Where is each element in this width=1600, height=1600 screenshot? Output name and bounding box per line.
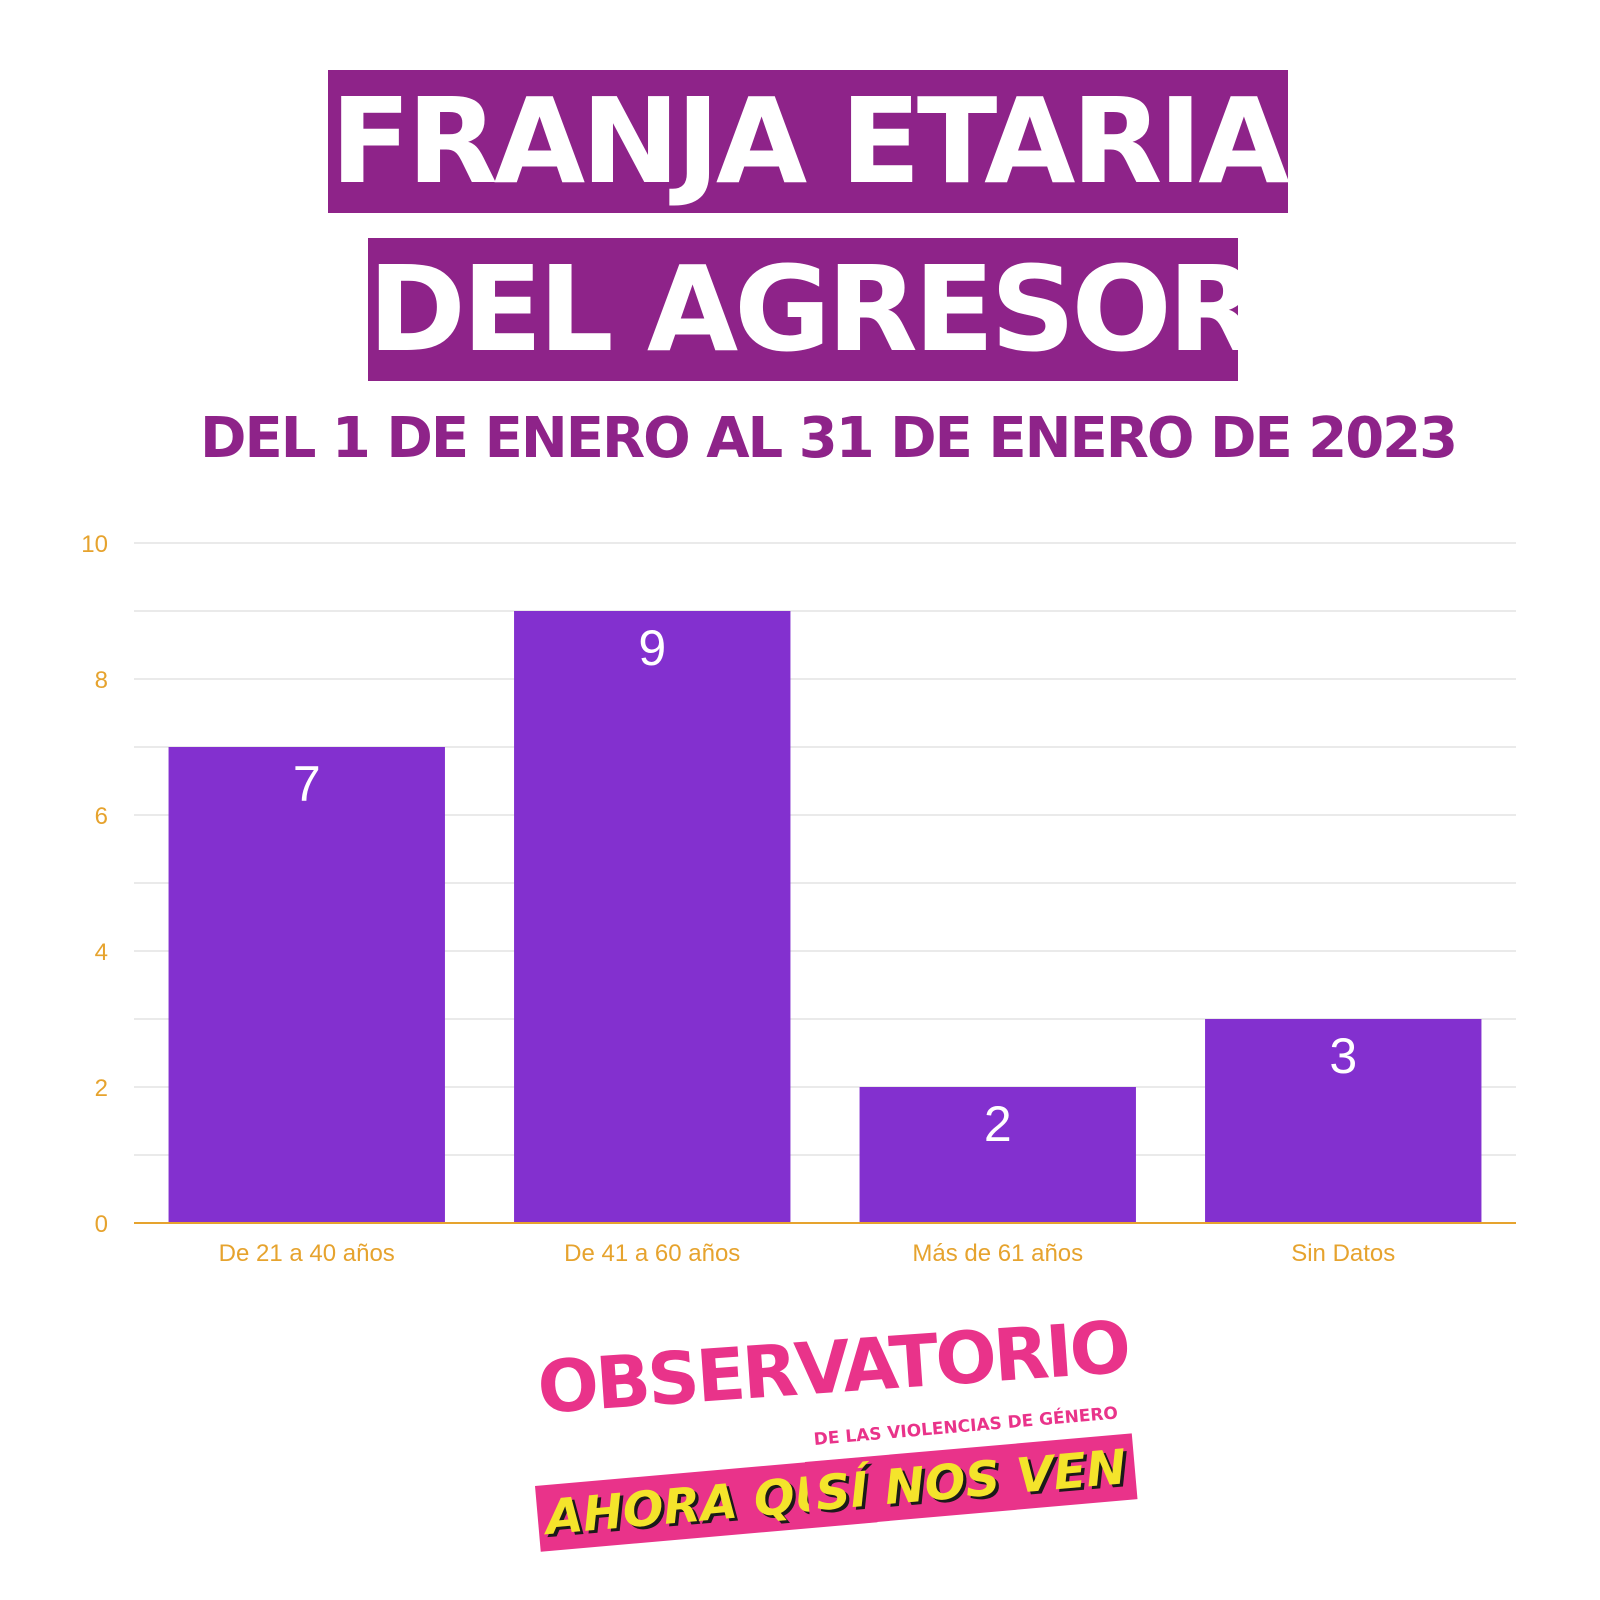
title-line-1: FRANJA ETARIA bbox=[328, 70, 1288, 213]
bar-value-label: 2 bbox=[984, 1096, 1012, 1152]
y-tick-label: 4 bbox=[95, 939, 108, 966]
x-tick-label: De 41 a 60 años bbox=[564, 1240, 740, 1267]
y-tick-label: 8 bbox=[95, 667, 108, 694]
bar bbox=[514, 611, 791, 1223]
bar bbox=[859, 1087, 1136, 1223]
bar-value-label: 3 bbox=[1329, 1028, 1357, 1084]
x-tick-label: Sin Datos bbox=[1291, 1240, 1395, 1267]
y-tick-label: 0 bbox=[95, 1211, 108, 1238]
bar bbox=[1205, 1019, 1482, 1223]
title-line-2: DEL AGRESOR bbox=[368, 238, 1238, 381]
observatorio-logo: OBSERVATORIO DE LAS VIOLENCIAS DE GÉNERO… bbox=[535, 1305, 1138, 1568]
chart-subtitle: DEL 1 DE ENERO AL 31 DE ENERO DE 2023 bbox=[200, 406, 1458, 471]
bar-value-label: 9 bbox=[638, 620, 666, 676]
y-tick-label: 6 bbox=[95, 803, 108, 830]
x-tick-label: De 21 a 40 años bbox=[219, 1240, 395, 1267]
y-tick-label: 2 bbox=[95, 1075, 108, 1102]
logo-banner-right: SÍ NOS VEN bbox=[805, 1433, 1138, 1528]
bar-value-label: 7 bbox=[293, 756, 321, 812]
x-tick-label: Más de 61 años bbox=[912, 1240, 1083, 1267]
y-tick-label: 10 bbox=[81, 531, 108, 558]
bar bbox=[168, 747, 445, 1223]
bar-chart: 0 2 4 6 8 10 7 De 21 a 40 años 9 De 41 a 60 años 2… bbox=[81, 531, 1516, 1267]
